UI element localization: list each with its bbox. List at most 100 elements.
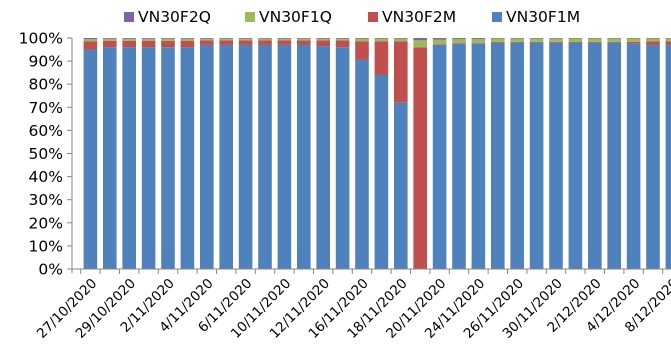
- y-tick-label: 20%: [29, 214, 63, 232]
- bar-segment-vn30f1q: [258, 38, 272, 41]
- y-axis: 0% 10% 20% 30% 40% 50% 60% 70% 80% 90% 100%: [19, 30, 73, 279]
- bar-group: [141, 38, 156, 269]
- bar-group: [432, 38, 447, 270]
- bar-segment-vn30f1m: [335, 47, 350, 269]
- bar-segment-vn30f2m: [316, 40, 330, 47]
- bar-segment-vn30f1q: [316, 38, 330, 41]
- bars: [83, 38, 671, 270]
- bar-group: [665, 38, 671, 270]
- bar-segment-vn30f2m: [471, 43, 486, 44]
- bar-segment-vn30f1m: [491, 42, 505, 270]
- bar-segment-vn30f1q: [161, 38, 175, 41]
- bar-segment-vn30f2m: [219, 40, 233, 45]
- bar-segment-vn30f1q: [510, 38, 524, 42]
- bar-segment-vn30f2m: [432, 44, 447, 45]
- bar-segment-vn30f1m: [277, 44, 292, 270]
- bar-group: [103, 38, 117, 269]
- y-tick-label: 70%: [29, 99, 63, 117]
- bar-group: [529, 38, 544, 270]
- y-tick-label: 100%: [19, 30, 63, 48]
- bar-segment-vn30f1m: [665, 44, 671, 270]
- bar-segment-vn30f1q: [277, 38, 292, 41]
- bar-segment-vn30f2q: [141, 38, 156, 39]
- bar-segment-vn30f1q: [452, 38, 466, 44]
- bar-segment-vn30f2m: [200, 40, 214, 45]
- bar-segment-vn30f2m: [355, 41, 369, 60]
- bar-segment-vn30f1q: [355, 38, 369, 42]
- y-tick-label: 90%: [29, 53, 63, 71]
- bar-segment-vn30f2m: [510, 41, 524, 43]
- bar-segment-vn30f2q: [394, 38, 408, 39]
- legend-swatch: [245, 12, 255, 22]
- bar-segment-vn30f2m: [607, 41, 621, 43]
- y-tick-label: 30%: [29, 191, 63, 209]
- bar-segment-vn30f1m: [122, 47, 136, 269]
- bar-segment-vn30f2m: [161, 40, 175, 48]
- bar-segment-vn30f1q: [141, 38, 156, 41]
- x-axis: 27/10/202029/10/20202/11/20204/11/20206/…: [34, 268, 671, 342]
- legend-item-vn30f1m: VN30F1M: [492, 8, 580, 26]
- bar-segment-vn30f2m: [529, 41, 544, 43]
- bar-segment-vn30f1m: [83, 49, 98, 269]
- bar-segment-vn30f1q: [238, 38, 253, 41]
- bar-group: [549, 38, 563, 270]
- bar-segment-vn30f1q: [549, 38, 563, 42]
- bar-segment-vn30f2q: [277, 38, 292, 39]
- bar-segment-vn30f1q: [607, 38, 621, 42]
- bar-segment-vn30f2q: [355, 38, 369, 39]
- bar-group: [277, 38, 292, 270]
- legend-swatch: [492, 12, 502, 22]
- bar-group: [374, 38, 389, 270]
- bar-segment-vn30f1m: [103, 47, 117, 269]
- bar-segment-vn30f2m: [180, 40, 195, 48]
- bar-segment-vn30f2q: [83, 38, 98, 40]
- bar-segment-vn30f1m: [394, 102, 408, 270]
- bar-segment-vn30f2m: [549, 41, 563, 43]
- bar-segment-vn30f1m: [646, 44, 660, 270]
- bar-segment-vn30f1m: [200, 44, 214, 270]
- bar-segment-vn30f1q: [413, 40, 427, 48]
- bar-group: [626, 38, 641, 270]
- bar-segment-vn30f2m: [626, 41, 641, 44]
- y-tick-label: 80%: [29, 76, 63, 94]
- bar-segment-vn30f2q: [238, 38, 253, 39]
- bar-segment-vn30f2m: [141, 40, 156, 48]
- bar-segment-vn30f1q: [180, 38, 195, 41]
- bar-segment-vn30f2m: [491, 41, 505, 43]
- bar-group: [607, 38, 621, 270]
- bar-segment-vn30f2q: [258, 38, 272, 39]
- bar-segment-vn30f1m: [549, 42, 563, 270]
- bar-segment-vn30f1q: [432, 39, 447, 45]
- bar-segment-vn30f1m: [452, 43, 466, 270]
- bar-group: [394, 38, 408, 270]
- bar-segment-vn30f2m: [413, 47, 427, 269]
- legend-swatch: [124, 12, 134, 22]
- bar-group: [83, 38, 98, 269]
- bar-segment-vn30f2m: [568, 41, 583, 43]
- y-tick-label: 0%: [38, 261, 63, 279]
- y-tick-label: 10%: [29, 237, 63, 255]
- bar-segment-vn30f2q: [335, 38, 350, 39]
- bar-segment-vn30f1m: [219, 44, 233, 270]
- bar-segment-vn30f1q: [646, 38, 660, 42]
- bar-segment-vn30f2m: [238, 40, 253, 45]
- bar-segment-vn30f1q: [103, 38, 117, 41]
- bar-segment-vn30f2m: [277, 40, 292, 45]
- bar-segment-vn30f2q: [471, 38, 486, 39]
- bar-group: [180, 38, 195, 269]
- legend-label: VN30F2M: [382, 8, 456, 26]
- bar-segment-vn30f2q: [316, 38, 330, 39]
- legend-label: VN30F1Q: [259, 8, 332, 26]
- bar-segment-vn30f1q: [219, 38, 233, 41]
- legend-item-vn30f2m: VN30F2M: [368, 8, 456, 26]
- bar-segment-vn30f1q: [665, 38, 671, 42]
- bar-segment-vn30f2m: [665, 41, 671, 45]
- bar-segment-vn30f2m: [588, 41, 602, 43]
- bar-group: [510, 38, 524, 270]
- bar-segment-vn30f2m: [452, 43, 466, 44]
- bar-segment-vn30f1q: [626, 38, 641, 42]
- bar-group: [122, 38, 136, 269]
- bar-segment-vn30f1q: [588, 38, 602, 42]
- bar-group: [413, 38, 427, 269]
